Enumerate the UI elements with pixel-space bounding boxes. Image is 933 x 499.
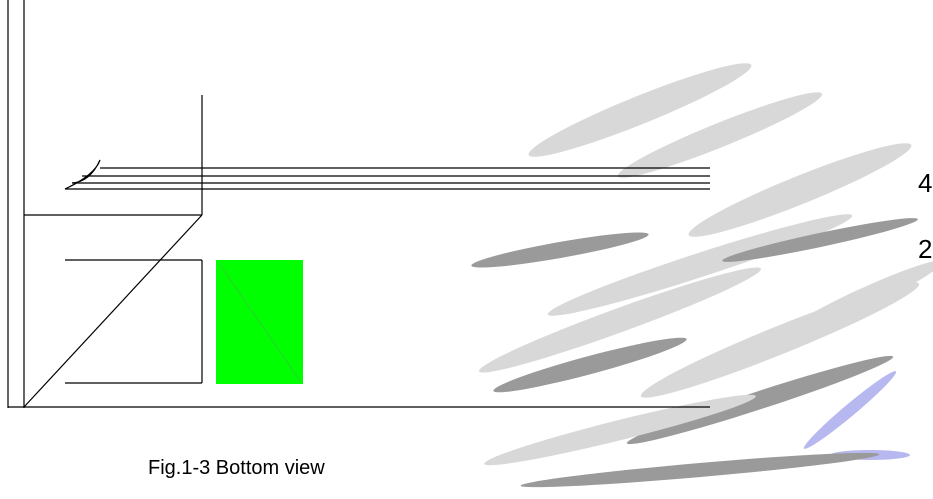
- drawing: 4 2 Fig.1-3 Bottom view: [0, 0, 933, 499]
- background-streaks: [470, 52, 933, 493]
- green-part: [216, 260, 303, 384]
- outline: [8, 0, 710, 408]
- caption: Fig.1-3 Bottom view: [148, 457, 325, 479]
- page: 4 2 Fig.1-3 Bottom view (() => { const d…: [0, 0, 933, 499]
- part-label: 2: [918, 234, 932, 264]
- part-label: 4: [918, 168, 932, 198]
